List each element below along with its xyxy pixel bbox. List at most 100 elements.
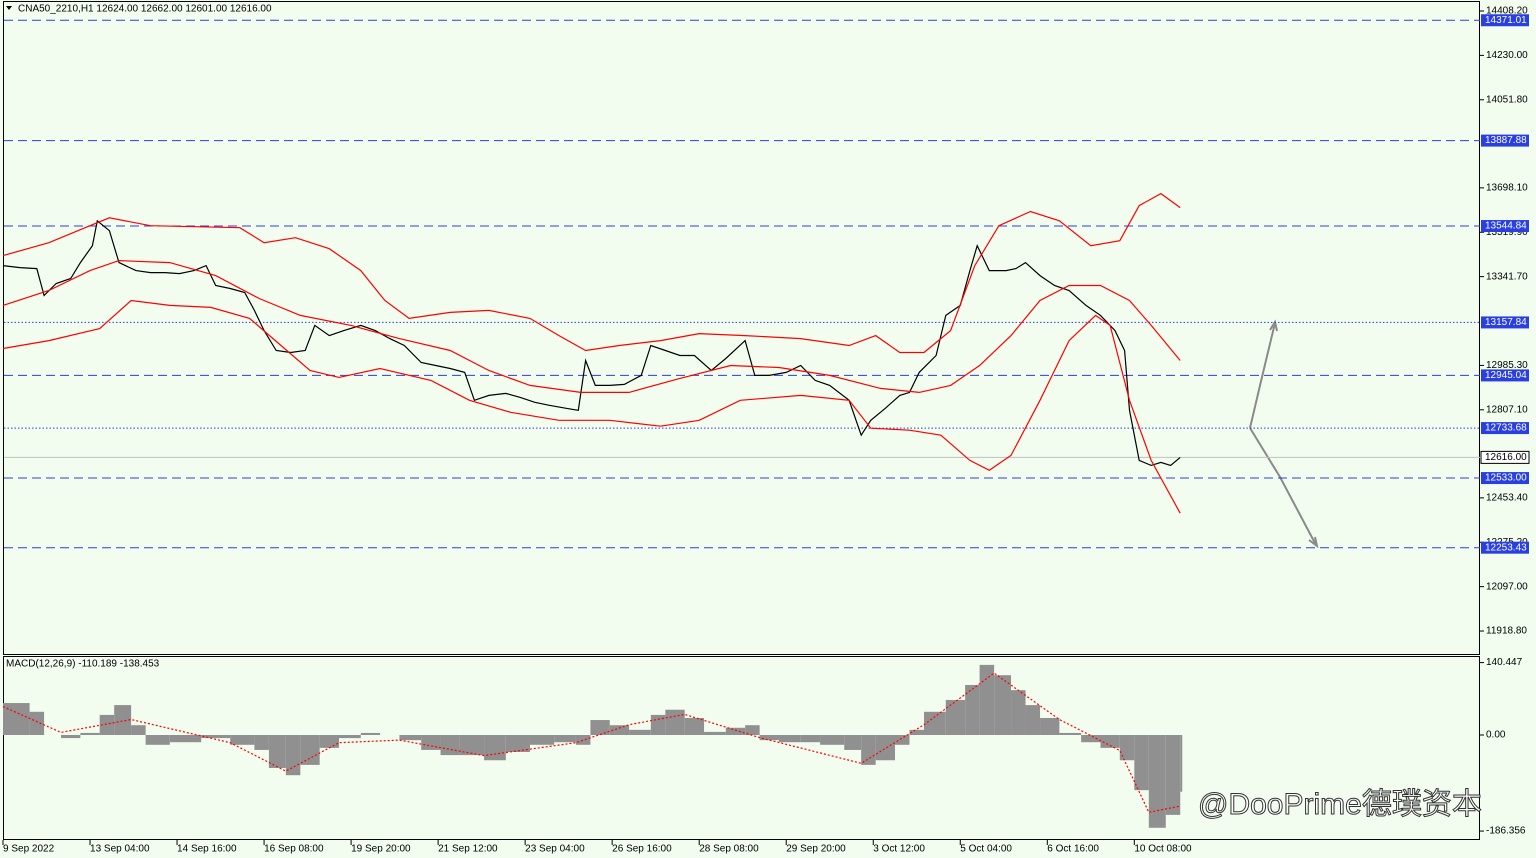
macd-bar xyxy=(979,664,995,735)
current-price-label: 12616.00 xyxy=(1485,452,1527,463)
macd-bar xyxy=(800,734,821,743)
macd-bar xyxy=(268,734,286,768)
macd-bar xyxy=(319,734,340,748)
x-tick-label: 29 Sep 20:00 xyxy=(786,844,846,855)
level-label: 12733.68 xyxy=(1485,423,1527,434)
level-tag xyxy=(1481,422,1529,435)
band-line xyxy=(2,259,1181,394)
level-tag xyxy=(1481,472,1529,485)
y-tick-label: 14408.20 xyxy=(1486,6,1528,17)
macd-bar xyxy=(1059,732,1082,735)
y-tick-label: 13698.10 xyxy=(1486,182,1528,193)
macd-pane xyxy=(3,656,1480,840)
macd-bar xyxy=(924,711,946,735)
macd-bar xyxy=(844,734,862,750)
macd-bar xyxy=(484,734,506,761)
macd-bar xyxy=(80,732,100,735)
y-tick-label: 14051.80 xyxy=(1486,94,1528,105)
watermark: @DooPrime德璞资本 xyxy=(1198,788,1482,821)
macd-bar xyxy=(1040,717,1060,735)
macd-bar xyxy=(1100,734,1120,748)
macd-bar xyxy=(1180,734,1183,792)
macd-bar xyxy=(399,734,422,741)
macd-bar xyxy=(145,734,170,745)
band-line xyxy=(2,299,1181,514)
macd-bar xyxy=(575,734,591,745)
x-tick-label: 28 Sep 08:00 xyxy=(699,844,759,855)
macd-bar xyxy=(745,725,760,735)
macd-bar xyxy=(629,729,651,735)
x-tick-label: 19 Sep 20:00 xyxy=(351,844,411,855)
macd-bar xyxy=(861,734,876,765)
x-tick-label: 10 Oct 08:00 xyxy=(1134,844,1192,855)
macd-bar xyxy=(945,699,966,735)
x-tick-label: 3 Oct 12:00 xyxy=(873,844,925,855)
x-tick-label: 21 Sep 12:00 xyxy=(438,844,498,855)
y-tick-label: 12453.40 xyxy=(1486,493,1528,504)
macd-bar xyxy=(99,714,115,735)
macd-bar xyxy=(1165,734,1181,815)
level-label: 14371.01 xyxy=(1485,15,1527,26)
y-tick-label: 140.447 xyxy=(1486,657,1523,668)
macd-bar xyxy=(201,734,231,739)
macd-bar xyxy=(704,731,726,735)
macd-bar xyxy=(909,729,925,735)
current-price-tag xyxy=(1480,450,1530,464)
macd-bar xyxy=(230,734,255,745)
arrow-head xyxy=(1308,536,1319,549)
price-pane xyxy=(3,1,1480,655)
macd-bar xyxy=(421,734,441,750)
level-tag xyxy=(1481,134,1529,147)
macd-bar xyxy=(254,734,269,750)
macd-bar xyxy=(1025,705,1041,735)
price-line xyxy=(2,219,1181,467)
macd-bar xyxy=(759,734,779,741)
y-tick-label: 12985.30 xyxy=(1486,360,1528,371)
macd-bar xyxy=(339,734,361,739)
macd-bar xyxy=(114,705,132,735)
level-label: 12533.00 xyxy=(1485,473,1527,484)
macd-bar xyxy=(300,734,320,765)
macd-bar xyxy=(725,727,746,735)
x-tick-label: 13 Sep 04:00 xyxy=(90,844,150,855)
x-tick-label: 26 Sep 16:00 xyxy=(612,844,672,855)
macd-bar xyxy=(965,684,980,735)
y-tick-label: 14230.00 xyxy=(1486,50,1528,61)
macd-bar xyxy=(1081,734,1101,743)
y-tick-label: 13519.90 xyxy=(1486,227,1528,238)
band-line xyxy=(2,192,1181,354)
macd-bar xyxy=(459,734,485,756)
macd-bar xyxy=(360,732,381,735)
macd-bar xyxy=(1134,734,1149,791)
y-tick-label: -186.356 xyxy=(1486,826,1526,837)
macd-bar xyxy=(1148,734,1166,828)
macd-bar xyxy=(1011,690,1026,735)
macd-bar xyxy=(29,711,45,735)
y-tick-label: 12097.00 xyxy=(1486,581,1528,592)
macd-bar xyxy=(169,734,202,743)
arrow-down xyxy=(1249,427,1317,546)
x-tick-label: 5 Oct 04:00 xyxy=(960,844,1012,855)
macd-bar xyxy=(285,734,301,776)
y-tick-label: 0.00 xyxy=(1486,730,1506,741)
arrow-up xyxy=(1249,322,1276,429)
y-tick-label: 13341.70 xyxy=(1486,271,1528,282)
level-tag xyxy=(1481,14,1529,27)
y-tick-label: 12807.10 xyxy=(1486,404,1528,415)
level-label: 13157.84 xyxy=(1485,317,1527,328)
level-tag xyxy=(1481,316,1529,329)
macd-bar xyxy=(61,734,81,739)
chart-title: CNA50_2210,H1 12624.00 12662.00 12601.00… xyxy=(18,4,272,15)
macd-bar xyxy=(665,709,685,735)
level-tag xyxy=(1481,541,1529,554)
macd-bar xyxy=(875,734,896,761)
macd-title: MACD(12,26,9) -110.189 -138.453 xyxy=(6,659,160,670)
macd-bar xyxy=(440,734,460,756)
macd-bar xyxy=(895,734,910,745)
level-tag xyxy=(1481,220,1529,233)
macd-bar xyxy=(778,734,801,743)
macd-bar xyxy=(505,734,530,753)
level-tag xyxy=(1481,369,1529,382)
signal-line xyxy=(2,672,1181,813)
macd-bar xyxy=(590,720,610,735)
